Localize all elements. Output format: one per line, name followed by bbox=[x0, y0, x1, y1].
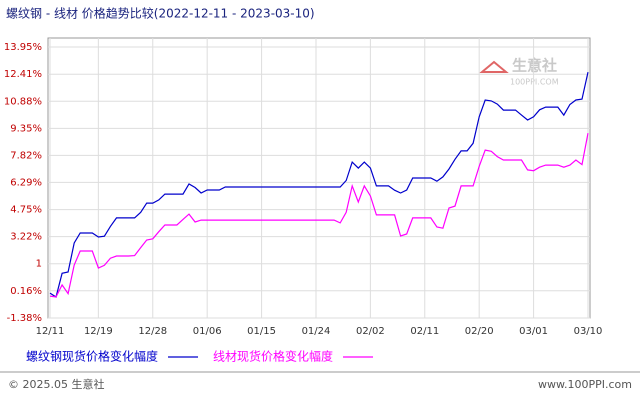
watermark-name: 生意社 bbox=[512, 57, 557, 75]
legend-label: 螺纹钢现货价格变化幅度 bbox=[26, 349, 158, 364]
x-tick-label: 02/02 bbox=[356, 326, 385, 337]
y-tick-label: 4.75% bbox=[10, 205, 42, 216]
y-tick-label: 13.95% bbox=[4, 42, 42, 53]
y-tick-label: 7.82% bbox=[10, 150, 42, 161]
y-tick-label: 9.35% bbox=[10, 123, 42, 134]
x-tick-label: 12/11 bbox=[36, 326, 65, 337]
y-tick-label: -1.38% bbox=[7, 313, 42, 324]
footer-copyright: © 2025.05 生意社 bbox=[8, 377, 104, 391]
x-tick-label: 01/06 bbox=[193, 326, 222, 337]
x-tick-label: 03/10 bbox=[574, 326, 603, 337]
x-tick-label: 02/20 bbox=[465, 326, 494, 337]
series-line bbox=[49, 71, 589, 298]
series-line bbox=[49, 132, 589, 298]
legend-label: 线材现货价格变化幅度 bbox=[213, 349, 333, 364]
y-tick-label: 3.22% bbox=[10, 232, 42, 243]
y-tick-label: 12.41% bbox=[4, 69, 42, 80]
y-tick-label: 6.29% bbox=[10, 177, 42, 188]
x-tick-label: 01/24 bbox=[302, 326, 331, 337]
chart-title: 螺纹钢 - 线材 价格趋势比较(2022-12-11 - 2023-03-10) bbox=[6, 6, 315, 21]
x-tick-label: 02/11 bbox=[410, 326, 439, 337]
watermark: 生意社 100PPI.COM bbox=[479, 57, 559, 87]
y-tick-label: 1 bbox=[36, 259, 42, 270]
x-tick-label: 12/19 bbox=[84, 326, 113, 337]
footer-site: www.100PPI.com bbox=[538, 378, 632, 391]
y-tick-label: 10.88% bbox=[4, 96, 42, 107]
y-tick-label: 0.16% bbox=[10, 286, 42, 297]
x-tick-label: 03/01 bbox=[519, 326, 548, 337]
watermark-icon bbox=[479, 60, 509, 73]
x-tick-label: 01/15 bbox=[247, 326, 276, 337]
watermark-site: 100PPI.COM bbox=[510, 78, 559, 87]
x-tick-label: 12/28 bbox=[138, 326, 167, 337]
